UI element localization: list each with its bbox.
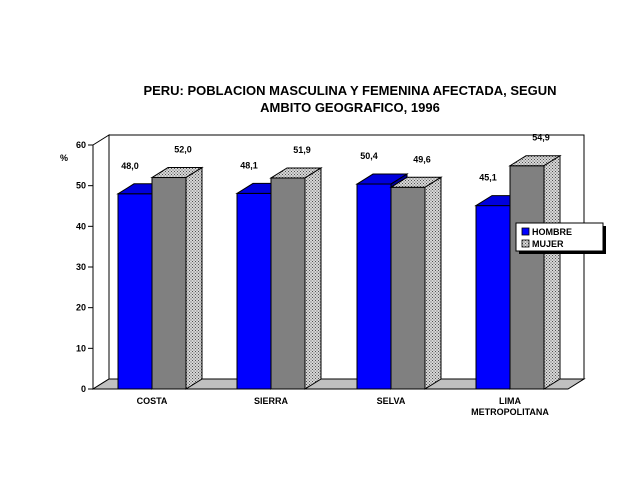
bar-hombre bbox=[236, 192, 272, 390]
legend-swatch-mujer bbox=[521, 239, 530, 248]
data-label: 48,1 bbox=[240, 160, 258, 170]
category-label: SIERRA bbox=[254, 396, 289, 406]
data-label: 54,9 bbox=[532, 133, 550, 143]
data-label: 49,6 bbox=[413, 154, 431, 164]
bar-hombre bbox=[356, 183, 392, 390]
data-label: 50,4 bbox=[360, 151, 378, 161]
y-tick-label: 10 bbox=[76, 343, 86, 353]
chart-title-line-2: AMBITO GEOGRAFICO, 1996 bbox=[260, 100, 440, 115]
bar-side-mujer bbox=[304, 167, 322, 390]
legend-box bbox=[515, 222, 604, 252]
bar-hombre bbox=[475, 205, 511, 390]
data-label: 52,0 bbox=[174, 145, 192, 155]
y-tick-label: 40 bbox=[76, 221, 86, 231]
legend-swatch-hombre bbox=[521, 227, 530, 236]
chart-title-line-1: PERU: POBLACION MASCULINA Y FEMENINA AFE… bbox=[143, 83, 557, 98]
side-wall bbox=[92, 134, 110, 390]
bar-mujer bbox=[390, 186, 426, 390]
bar-mujer bbox=[151, 177, 187, 390]
y-tick-label: 60 bbox=[76, 140, 86, 150]
y-tick-label: 30 bbox=[76, 262, 86, 272]
bar-side-mujer bbox=[185, 166, 203, 390]
data-label: 48,0 bbox=[121, 161, 139, 171]
category-label: LIMA bbox=[499, 396, 521, 406]
legend-label-hombre: HOMBRE bbox=[532, 227, 572, 237]
chart-title: PERU: POBLACION MASCULINA Y FEMENINA AFE… bbox=[100, 82, 600, 116]
category-label: SELVA bbox=[377, 396, 406, 406]
data-label: 51,9 bbox=[293, 145, 311, 155]
y-tick-label: 50 bbox=[76, 181, 86, 191]
category-label: COSTA bbox=[137, 396, 168, 406]
bar-side-mujer bbox=[424, 176, 442, 390]
data-label: 45,1 bbox=[479, 173, 497, 183]
bar-hombre bbox=[117, 193, 153, 390]
y-tick-label: 20 bbox=[76, 303, 86, 313]
legend-label-mujer: MUJER bbox=[532, 239, 564, 249]
bar-mujer bbox=[270, 177, 306, 390]
y-tick-label: 0 bbox=[81, 384, 86, 394]
bar-side-mujer bbox=[543, 154, 561, 390]
category-label: METROPOLITANA bbox=[471, 407, 549, 417]
bar-mujer bbox=[509, 165, 545, 390]
y-axis-label: % bbox=[60, 153, 68, 163]
